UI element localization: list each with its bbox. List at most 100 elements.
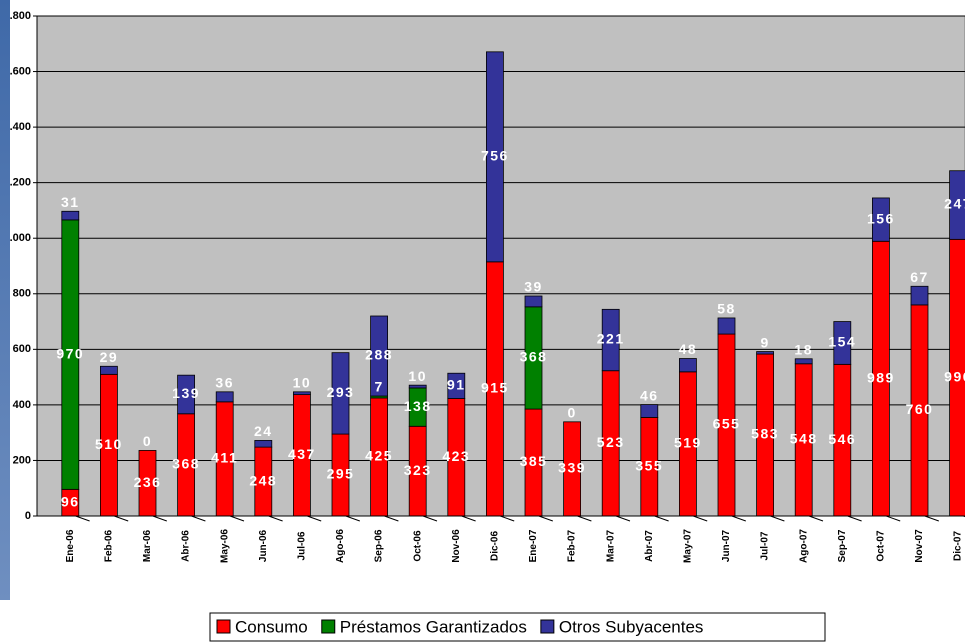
data-label: 510 <box>95 436 123 452</box>
x-tick: Abr-07 <box>642 522 657 570</box>
x-tick-label: Abr-06 <box>181 530 192 562</box>
bar-segment <box>640 404 659 418</box>
x-tick-mark <box>268 515 283 522</box>
bar-segment <box>524 295 543 308</box>
data-label: 437 <box>288 446 316 462</box>
x-tick-mark <box>731 515 746 522</box>
bar-segment <box>331 352 350 435</box>
x-tick-mark <box>808 515 824 522</box>
bar-segment <box>254 440 273 448</box>
x-tick-label: Mar-07 <box>605 529 616 562</box>
data-label: 368 <box>172 456 200 472</box>
bar-segment <box>61 210 80 221</box>
bar-segment <box>679 358 697 373</box>
x-tick-mark <box>538 515 553 522</box>
data-label: 970 <box>56 345 84 361</box>
x-tick: Ene-06 <box>63 522 78 570</box>
x-tick-label: Nov-06 <box>451 529 462 563</box>
x-tick-mark <box>422 515 438 522</box>
data-label: 368 <box>520 349 548 365</box>
x-tick-box <box>333 522 348 570</box>
x-tick: Feb-06 <box>101 522 116 570</box>
x-tick-box <box>951 522 965 570</box>
x-tick-label: Feb-07 <box>567 529 578 562</box>
data-label: 46 <box>640 387 659 403</box>
data-label: 236 <box>134 474 162 490</box>
legend-label: Consumo <box>235 617 308 636</box>
x-tick: Oct-06 <box>410 522 425 570</box>
x-tick: Dic-07 <box>951 522 965 570</box>
data-label: 139 <box>172 385 200 401</box>
x-tick-label: Ago-06 <box>335 529 346 563</box>
data-label: 24 <box>254 423 273 439</box>
data-label: 91 <box>447 377 466 393</box>
bar-segment <box>833 321 852 365</box>
x-tick-box <box>796 522 811 570</box>
y-tick-label: 800 <box>13 288 31 300</box>
x-tick-label: Sep-07 <box>837 529 848 562</box>
x-tick-box <box>835 522 850 570</box>
x-tick-mark <box>152 515 167 522</box>
data-label: 58 <box>717 301 736 317</box>
data-label: 425 <box>365 448 393 464</box>
x-tick: Mar-07 <box>603 522 618 570</box>
x-tick: Oct-07 <box>873 522 888 570</box>
x-tick-box <box>140 522 155 570</box>
x-tick: Ago-06 <box>333 522 348 570</box>
x-tick-box <box>565 522 580 570</box>
bar-segment <box>717 317 736 335</box>
x-tick: Jul-06 <box>294 522 309 570</box>
x-tick-box <box>294 522 309 570</box>
x-tick: Jul-07 <box>758 522 773 570</box>
x-tick-mark <box>847 515 862 522</box>
x-tick-label: Jul-06 <box>297 531 308 560</box>
data-label: 655 <box>713 416 741 432</box>
y-tick-label: 600 <box>13 343 31 355</box>
legend-label: Otros Subyacentes <box>559 617 704 636</box>
data-label: 10 <box>408 368 427 384</box>
legend-swatch <box>321 619 336 634</box>
x-tick-box <box>680 522 695 570</box>
bar-segment <box>872 197 890 242</box>
x-tick-label: Mar-06 <box>142 529 153 562</box>
data-label: 0 <box>143 433 152 449</box>
bar-segment <box>370 315 389 397</box>
data-label: 293 <box>327 384 355 400</box>
x-tick-mark <box>307 515 322 522</box>
x-tick-mark <box>191 515 206 522</box>
x-tick-box <box>719 522 734 570</box>
x-tick-mark <box>924 515 939 522</box>
x-tick: Nov-06 <box>449 522 464 570</box>
data-label: 138 <box>404 398 432 414</box>
data-label: 154 <box>828 334 856 350</box>
x-tick-label: Oct-06 <box>412 530 423 562</box>
x-tick: Abr-06 <box>179 522 194 570</box>
data-label: 221 <box>597 331 625 347</box>
data-label: 411 <box>211 450 238 466</box>
data-label: 248 <box>249 472 277 488</box>
y-tick-label: 0 <box>25 510 31 522</box>
x-tick-mark <box>229 515 245 522</box>
legend-box <box>209 612 826 642</box>
data-label: 48 <box>679 341 698 357</box>
data-label: 519 <box>674 435 702 451</box>
left-strip <box>0 0 10 600</box>
data-label: 156 <box>867 210 895 226</box>
x-tick-label: Nov-07 <box>914 529 925 563</box>
x-tick-mark <box>345 515 360 522</box>
x-tick-mark <box>654 515 669 522</box>
y-tick-label: 1.400 <box>3 121 31 133</box>
x-tick: May-06 <box>217 522 232 570</box>
x-tick: Ene-07 <box>526 522 541 570</box>
x-tick-box <box>410 522 425 570</box>
x-tick-box <box>63 522 78 570</box>
data-label: 915 <box>481 380 509 396</box>
data-label: 385 <box>520 453 548 469</box>
bar-segment <box>408 384 427 389</box>
x-tick-label: Abr-07 <box>644 530 655 562</box>
y-tick-label: 400 <box>13 399 31 411</box>
bar-segment <box>601 308 620 372</box>
data-label: 0 <box>567 405 576 421</box>
data-label: 523 <box>597 434 625 450</box>
data-label: 989 <box>867 369 895 385</box>
